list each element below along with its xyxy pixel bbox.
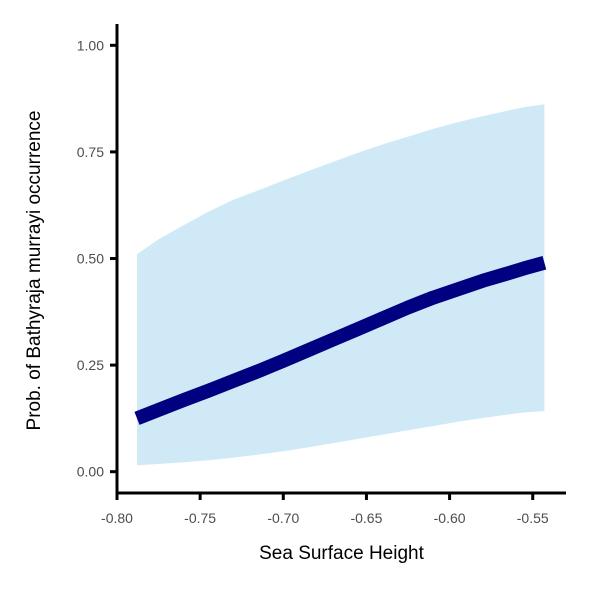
- x-axis-title: Sea Surface Height: [259, 543, 424, 564]
- y-tick-label: 0.00: [77, 464, 104, 480]
- x-tick-label: -0.55: [517, 510, 549, 526]
- y-axis-title: Prob. of Bathyraja murrayi occurrence: [24, 111, 45, 431]
- x-tick-label: -0.75: [184, 510, 216, 526]
- x-tick-label: -0.65: [350, 510, 382, 526]
- x-tick-label: -0.60: [434, 510, 466, 526]
- x-tick-label: -0.70: [267, 510, 299, 526]
- y-tick-label: 0.25: [77, 357, 104, 373]
- y-tick-label: 1.00: [77, 37, 104, 53]
- y-tick-label: 0.75: [77, 144, 104, 160]
- fitted-line: [134, 256, 547, 425]
- y-tick-label: 0.50: [77, 251, 104, 267]
- x-tick-label: -0.80: [101, 510, 133, 526]
